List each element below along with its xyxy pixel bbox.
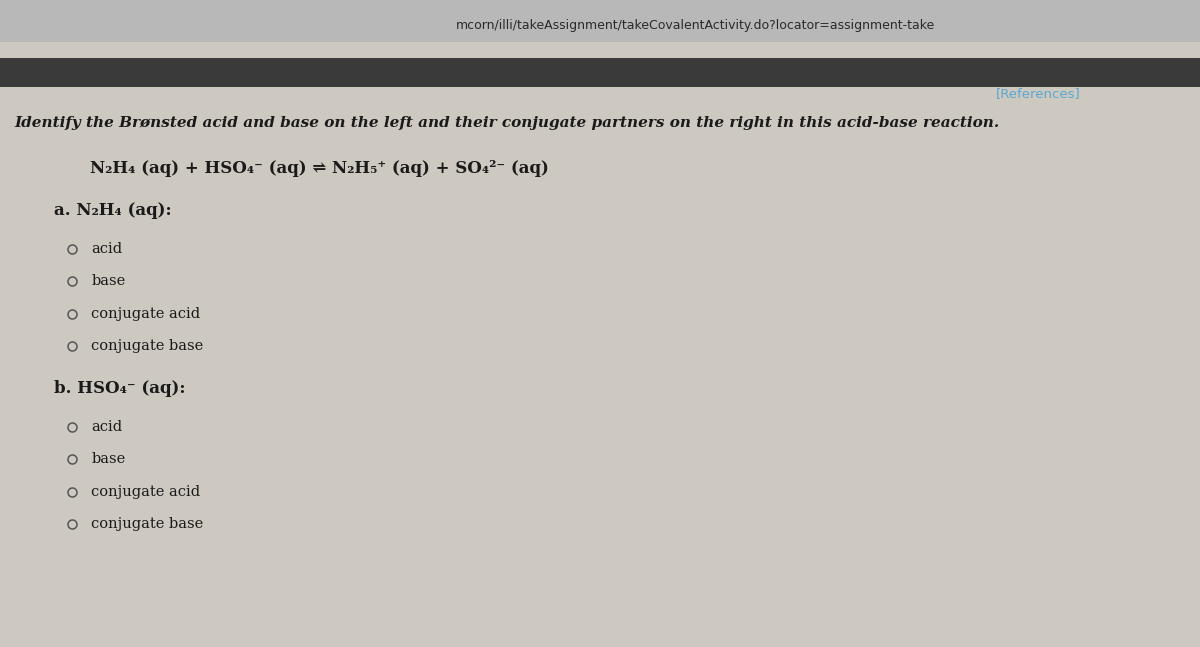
- Text: conjugate base: conjugate base: [91, 339, 204, 353]
- Text: [References]: [References]: [996, 87, 1081, 100]
- Text: conjugate acid: conjugate acid: [91, 485, 200, 499]
- Text: N₂H₄ (aq) + HSO₄⁻ (aq) ⇌ N₂H₅⁺ (aq) + SO₄²⁻ (aq): N₂H₄ (aq) + HSO₄⁻ (aq) ⇌ N₂H₅⁺ (aq) + SO…: [90, 160, 548, 177]
- Text: conjugate acid: conjugate acid: [91, 307, 200, 321]
- Text: base: base: [91, 274, 126, 289]
- Text: acid: acid: [91, 242, 122, 256]
- Text: acid: acid: [91, 420, 122, 434]
- Text: mcorn/illi/takeAssignment/takeCovalentActivity.do?locator=assignment-take: mcorn/illi/takeAssignment/takeCovalentAc…: [456, 19, 935, 32]
- Text: base: base: [91, 452, 126, 466]
- Text: conjugate base: conjugate base: [91, 517, 204, 531]
- Bar: [0, 0, 1200, 42]
- Bar: [0, 58, 1200, 87]
- Text: Identify the Brønsted acid and base on the left and their conjugate partners on : Identify the Brønsted acid and base on t…: [14, 116, 1000, 130]
- Text: a. N₂H₄ (aq):: a. N₂H₄ (aq):: [54, 202, 172, 219]
- Text: b. HSO₄⁻ (aq):: b. HSO₄⁻ (aq):: [54, 380, 186, 397]
